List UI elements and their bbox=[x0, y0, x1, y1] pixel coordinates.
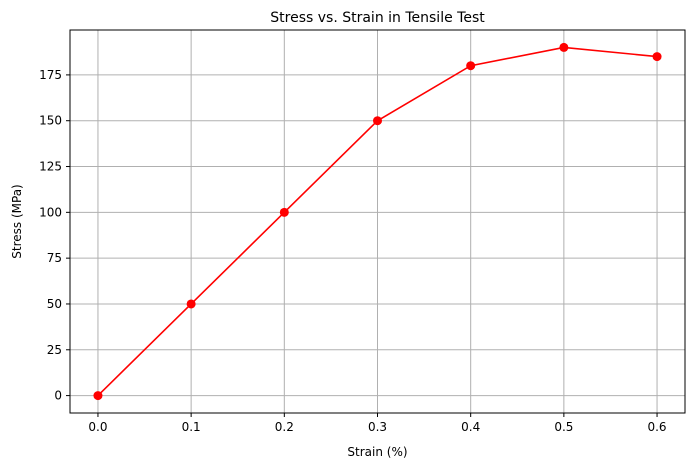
x-tick-label: 0.1 bbox=[182, 420, 201, 434]
tick-layer: 0.0 0.1 0.2 0.3 0.4 0.5 0.6 0 25 50 75 100 125 150 175 bbox=[39, 68, 666, 434]
x-tick-label: 0.6 bbox=[647, 420, 666, 434]
y-tick-label: 75 bbox=[47, 251, 62, 265]
y-tick-label: 0 bbox=[54, 389, 62, 403]
data-point bbox=[279, 207, 289, 217]
data-point bbox=[559, 42, 569, 52]
y-tick-label: 175 bbox=[39, 68, 62, 82]
x-tick-label: 0.0 bbox=[88, 420, 107, 434]
y-tick-label: 100 bbox=[39, 205, 62, 219]
y-tick-label: 150 bbox=[39, 114, 62, 128]
data-point bbox=[373, 116, 382, 126]
y-tick-label: 125 bbox=[39, 160, 62, 174]
y-tick-label: 25 bbox=[47, 343, 62, 357]
y-axis-label: Stress (MPa) bbox=[10, 184, 24, 258]
data-point bbox=[93, 391, 103, 401]
chart-title: Stress vs. Strain in Tensile Test bbox=[270, 10, 485, 26]
x-axis-label: Strain (%) bbox=[347, 445, 407, 459]
x-tick-label: 0.5 bbox=[554, 420, 573, 434]
x-tick-label: 0.3 bbox=[368, 420, 387, 434]
y-tick-label: 50 bbox=[47, 297, 62, 311]
x-tick-label: 0.4 bbox=[461, 420, 480, 434]
x-tick-label: 0.2 bbox=[275, 420, 294, 434]
data-point bbox=[466, 61, 476, 71]
data-point bbox=[186, 299, 196, 309]
series-layer bbox=[93, 42, 662, 401]
data-point bbox=[652, 52, 662, 62]
